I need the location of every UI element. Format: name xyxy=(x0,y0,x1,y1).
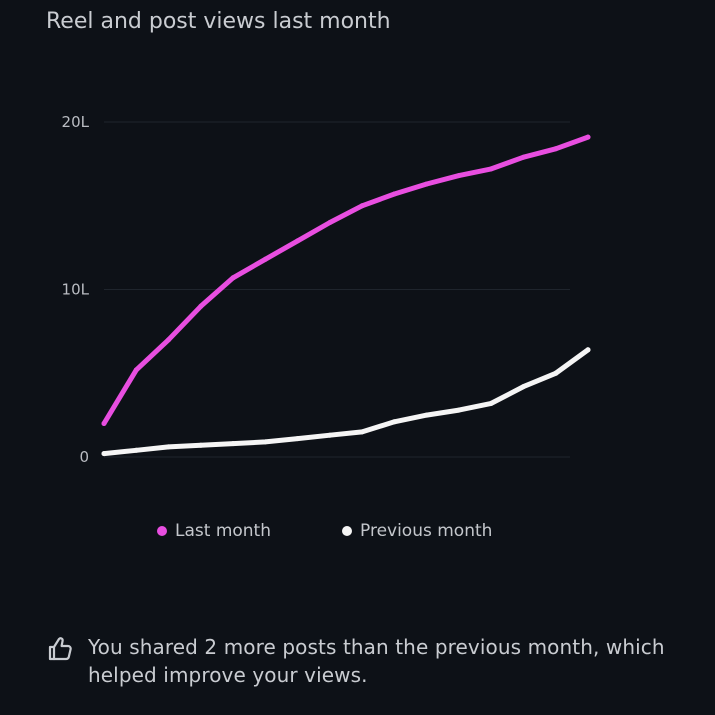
data-point-previous-month xyxy=(521,384,526,390)
legend-label-last-month: Last month xyxy=(175,521,271,541)
page-title: Reel and post views last month xyxy=(46,9,391,34)
data-point-last-month xyxy=(166,337,171,343)
legend-item-previous-month[interactable]: Previous month xyxy=(342,518,492,544)
legend-item-last-month[interactable]: Last month xyxy=(157,518,271,544)
data-point-last-month xyxy=(391,191,397,197)
data-point-last-month xyxy=(521,154,526,160)
data-point-last-month xyxy=(327,220,333,225)
data-point-previous-month xyxy=(456,407,462,413)
data-point-previous-month xyxy=(198,442,204,448)
data-point-previous-month xyxy=(424,412,430,418)
y-tick-label: 20L xyxy=(62,113,90,131)
line-chart: 0 10L 20L xyxy=(62,113,591,466)
data-point-previous-month xyxy=(101,451,107,457)
data-point-previous-month xyxy=(133,447,139,453)
y-axis-ticks: 0 10L 20L xyxy=(62,113,90,466)
data-point-previous-month xyxy=(585,347,591,353)
data-point-last-month xyxy=(262,256,268,262)
insight-text: You shared 2 more posts than the previou… xyxy=(88,635,665,687)
data-point-previous-month xyxy=(230,441,236,447)
thumbs-up-icon xyxy=(48,637,72,661)
legend-dot-previous-month xyxy=(342,526,352,536)
data-point-last-month xyxy=(553,146,559,152)
data-point-last-month xyxy=(133,367,139,373)
y-tick-label: 10L xyxy=(62,281,90,299)
data-point-last-month xyxy=(359,203,365,209)
data-point-previous-month xyxy=(166,444,171,450)
data-point-last-month xyxy=(295,238,301,244)
series-line-previous-month xyxy=(101,347,591,457)
data-point-previous-month xyxy=(488,400,494,406)
chart-legend: Last month Previous month xyxy=(0,518,715,544)
data-point-previous-month xyxy=(391,419,397,425)
data-point-last-month xyxy=(198,303,204,309)
data-point-previous-month xyxy=(553,370,559,376)
data-point-last-month xyxy=(488,166,494,172)
y-tick-label: 0 xyxy=(79,448,89,466)
data-point-last-month xyxy=(230,275,236,281)
data-point-last-month xyxy=(456,173,462,179)
legend-label-previous-month: Previous month xyxy=(360,521,493,541)
data-point-last-month xyxy=(585,134,591,140)
data-point-previous-month xyxy=(262,439,268,445)
gridlines xyxy=(104,121,570,458)
data-point-last-month xyxy=(101,421,107,426)
data-point-previous-month xyxy=(359,429,365,435)
series-line-last-month xyxy=(101,134,591,426)
data-point-previous-month xyxy=(295,436,301,442)
data-point-previous-month xyxy=(327,432,333,438)
data-point-last-month xyxy=(424,181,430,187)
series-lines xyxy=(101,134,591,457)
legend-dot-last-month xyxy=(157,526,167,536)
insight-note: You shared 2 more posts than the previou… xyxy=(46,633,686,689)
